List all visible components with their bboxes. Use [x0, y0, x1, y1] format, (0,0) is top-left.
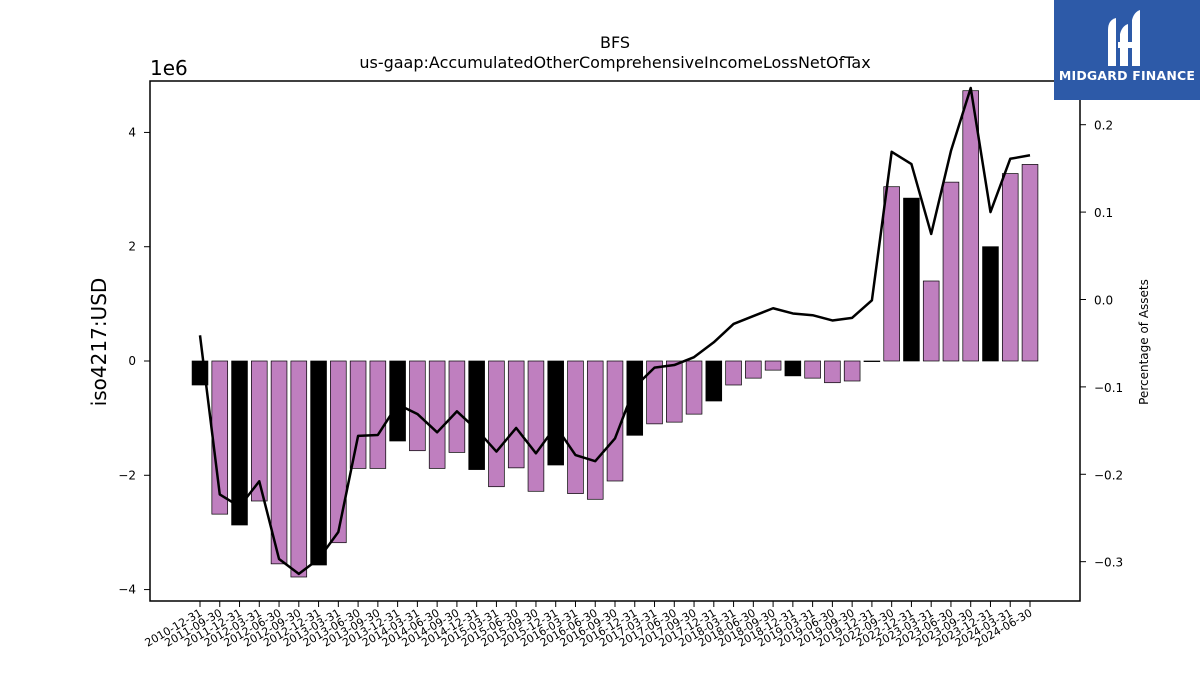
- x-axis-ticks: 2010-12-312011-09-302011-12-312012-03-31…: [143, 601, 1035, 650]
- chart-title: BFS: [600, 33, 630, 52]
- y-axis-ticks: −4 −2 0 2 4: [118, 125, 150, 597]
- y2-tick-label: −0.1: [1094, 381, 1123, 395]
- bar-2018-03-31: [725, 360, 742, 386]
- percentage-of-assets-line: [198, 86, 1031, 576]
- bar-2017-03-31: [646, 360, 663, 425]
- y2-tick-label: −0.2: [1094, 468, 1123, 482]
- y-tick-label: −4: [118, 583, 136, 597]
- y-tick-label: 0: [128, 354, 136, 368]
- y2-axis-label: Percentage of Assets: [1137, 279, 1151, 405]
- bar-2014-09-30: [448, 360, 466, 453]
- bar-2023-03-31: [922, 280, 940, 362]
- bar-2018-09-30: [764, 360, 782, 371]
- bar-2023-06-30: [942, 181, 960, 362]
- bar-2022-09-30: [883, 186, 900, 362]
- bar-2023-09-30: [962, 90, 979, 362]
- bar-2019-12-31: [863, 360, 881, 362]
- bar-2024-03-31: [1001, 173, 1019, 362]
- y-tick-label: 4: [128, 125, 136, 139]
- line-group: [198, 86, 1031, 576]
- bar-2012-06-30: [270, 360, 288, 565]
- bar-2015-03-31: [488, 360, 505, 488]
- bar-2017-09-30: [685, 360, 703, 415]
- bar-2013-12-31: [389, 360, 406, 442]
- bar-2013-09-30: [369, 360, 387, 469]
- bar-2016-03-31: [567, 360, 584, 494]
- bar-2015-12-31: [547, 360, 564, 466]
- bar-2019-09-30: [843, 360, 861, 382]
- bar-2023-12-31: [982, 246, 999, 362]
- bar-2015-06-30: [507, 360, 525, 469]
- bar-2016-12-31: [626, 360, 644, 436]
- y-tick-label: −2: [118, 468, 136, 482]
- bar-2022-12-31: [903, 197, 920, 362]
- bar-2012-12-31: [310, 360, 327, 566]
- bar-2011-12-31: [231, 360, 248, 526]
- bar-2013-06-30: [349, 360, 367, 469]
- y2-tick-label: 0.0: [1094, 293, 1113, 307]
- chart-subtitle: us-gaap:AccumulatedOtherComprehensiveInc…: [359, 53, 870, 72]
- bar-2012-09-30: [290, 360, 308, 578]
- bar-2014-06-30: [428, 360, 446, 469]
- y-tick-label: 2: [128, 240, 136, 254]
- logo-text: MIDGARD FINANCE: [1058, 68, 1196, 83]
- plot-frame: [149, 80, 1081, 602]
- bar-2012-03-31: [251, 360, 268, 502]
- bar-2019-06-30: [824, 360, 841, 384]
- bars-group: [191, 90, 1039, 578]
- y2-axis-ticks: −0.3 −0.2 −0.1 0.0 0.1 0.2: [1080, 119, 1123, 570]
- bar-2013-03-31: [330, 360, 347, 544]
- y2-tick-label: 0.2: [1094, 119, 1113, 133]
- bar-2018-12-31: [784, 360, 802, 377]
- bar-2017-12-31: [705, 360, 723, 402]
- bar-2016-06-30: [586, 360, 604, 500]
- bar-2014-12-31: [468, 360, 485, 470]
- midgard-logo-icon: [1108, 10, 1140, 66]
- y2-tick-label: −0.3: [1094, 556, 1123, 570]
- y-axis-label: iso4217:USD: [87, 278, 111, 407]
- bar-2019-03-31: [804, 360, 821, 379]
- bar-2017-06-30: [666, 360, 683, 423]
- bar-2024-06-30: [1021, 164, 1039, 362]
- y2-tick-label: 0.1: [1094, 206, 1113, 220]
- y-axis-scale-label: 1e6: [150, 56, 188, 80]
- bar-2018-06-30: [745, 360, 762, 379]
- midgard-finance-logo: MIDGARD FINANCE: [1054, 0, 1200, 100]
- bar-2014-03-31: [409, 360, 426, 452]
- bar-2015-09-30: [527, 360, 545, 492]
